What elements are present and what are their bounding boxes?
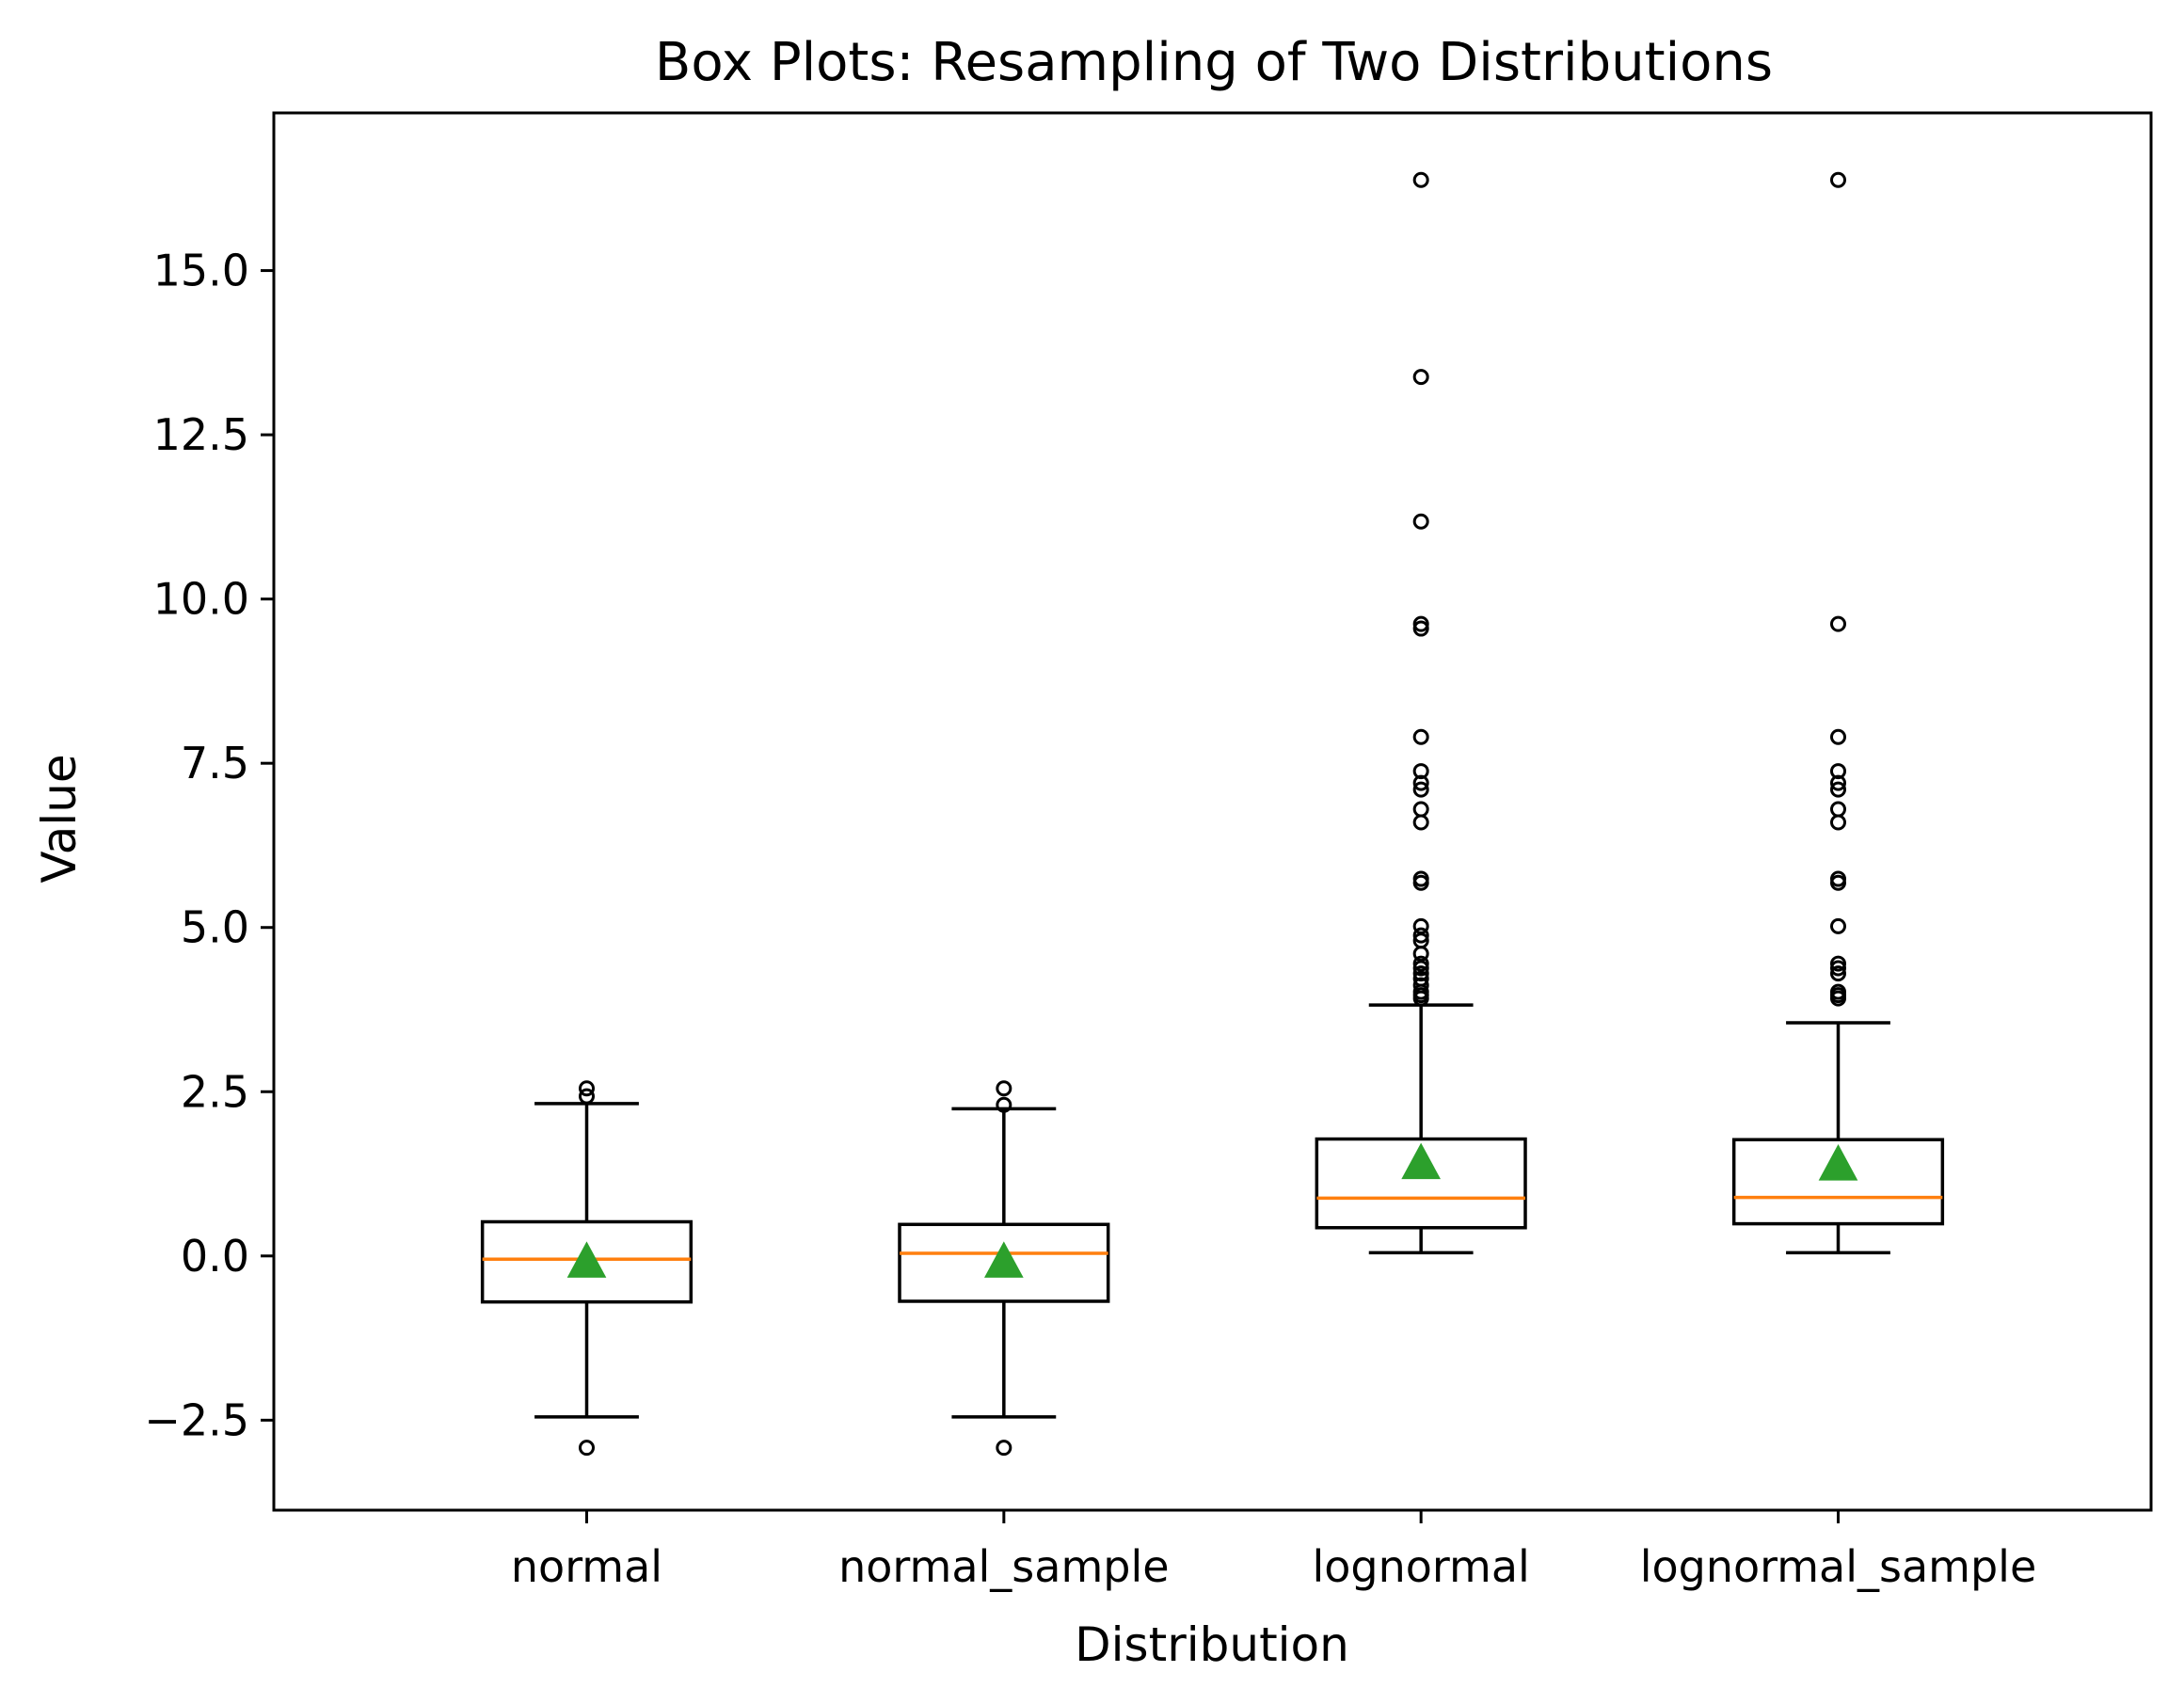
y-axis: −2.5 0.0 2.5 5.0 7.5 10.0 12.5 15.0 (144, 246, 274, 1445)
box-body (1731, 1138, 1945, 1226)
outlier-point (1830, 763, 1846, 780)
mean-marker (1818, 1144, 1858, 1181)
mean-marker (566, 1241, 607, 1278)
outlier-point (996, 1440, 1012, 1457)
x-tick-label: normal (511, 1541, 662, 1592)
box-lognormal (1315, 171, 1527, 1255)
outlier-point (1830, 955, 1846, 972)
chart-title: Box Plots: Resampling of Two Distributio… (655, 32, 1773, 93)
axes-frame (272, 111, 2153, 1512)
outlier-point (1830, 870, 1846, 887)
outlier-point (1412, 369, 1429, 386)
y-tick-label: 15.0 (153, 246, 249, 296)
outlier-point (1412, 615, 1429, 632)
outlier-point (1830, 960, 1846, 977)
box-normal (480, 1080, 693, 1457)
outlier-point (1412, 171, 1429, 188)
outlier-point (996, 1080, 1012, 1097)
x-tick-label: lognormal (1313, 1541, 1530, 1592)
mean-marker (983, 1241, 1024, 1278)
outlier-point (1412, 763, 1429, 780)
mean-marker (1401, 1142, 1442, 1180)
outlier-point (1412, 927, 1429, 944)
outlier-point (1412, 513, 1429, 530)
outlier-point (579, 1088, 595, 1105)
outlier-point (1412, 781, 1429, 798)
plot-area (480, 171, 1945, 1457)
box-body (898, 1222, 1110, 1303)
outlier-point (1412, 955, 1429, 972)
outlier-point (1830, 171, 1846, 188)
y-axis-label: Value (32, 754, 87, 883)
outlier-point (1830, 781, 1846, 798)
outlier-point (1830, 801, 1846, 818)
outlier-point (1412, 870, 1429, 887)
outlier-point (1830, 983, 1846, 1000)
outlier-point (1830, 917, 1846, 934)
y-tick-label: 7.5 (181, 738, 249, 788)
outlier-point (1830, 615, 1846, 632)
box-normal_sample (898, 1080, 1110, 1457)
y-tick-label: 12.5 (153, 409, 249, 460)
y-tick-label: 5.0 (181, 902, 249, 953)
y-tick-label: 2.5 (181, 1066, 249, 1117)
outlier-point (1412, 917, 1429, 934)
x-tick-label: normal_sample (838, 1541, 1169, 1592)
outlier-point (1412, 801, 1429, 818)
y-tick-label: 10.0 (153, 574, 249, 625)
outlier-point (1412, 728, 1429, 745)
x-axis-label: Distribution (1075, 1617, 1349, 1672)
box-lognormal_sample (1731, 171, 1945, 1255)
outlier-point (579, 1080, 595, 1097)
y-tick-label: 0.0 (181, 1231, 249, 1282)
outlier-point (1412, 620, 1429, 637)
outlier-point (579, 1440, 595, 1457)
x-axis: normal normal_sample lognormal lognormal_sa… (511, 1510, 2036, 1592)
outlier-point (1412, 965, 1429, 982)
x-tick-label: lognormal_sample (1640, 1541, 2037, 1592)
outlier-point (1830, 728, 1846, 745)
outlier-point (996, 1096, 1012, 1113)
outlier-point (1412, 970, 1429, 987)
box-body (480, 1219, 693, 1304)
box-body (1315, 1137, 1527, 1230)
outlier-point (1830, 965, 1846, 982)
y-tick-label: −2.5 (144, 1394, 249, 1445)
